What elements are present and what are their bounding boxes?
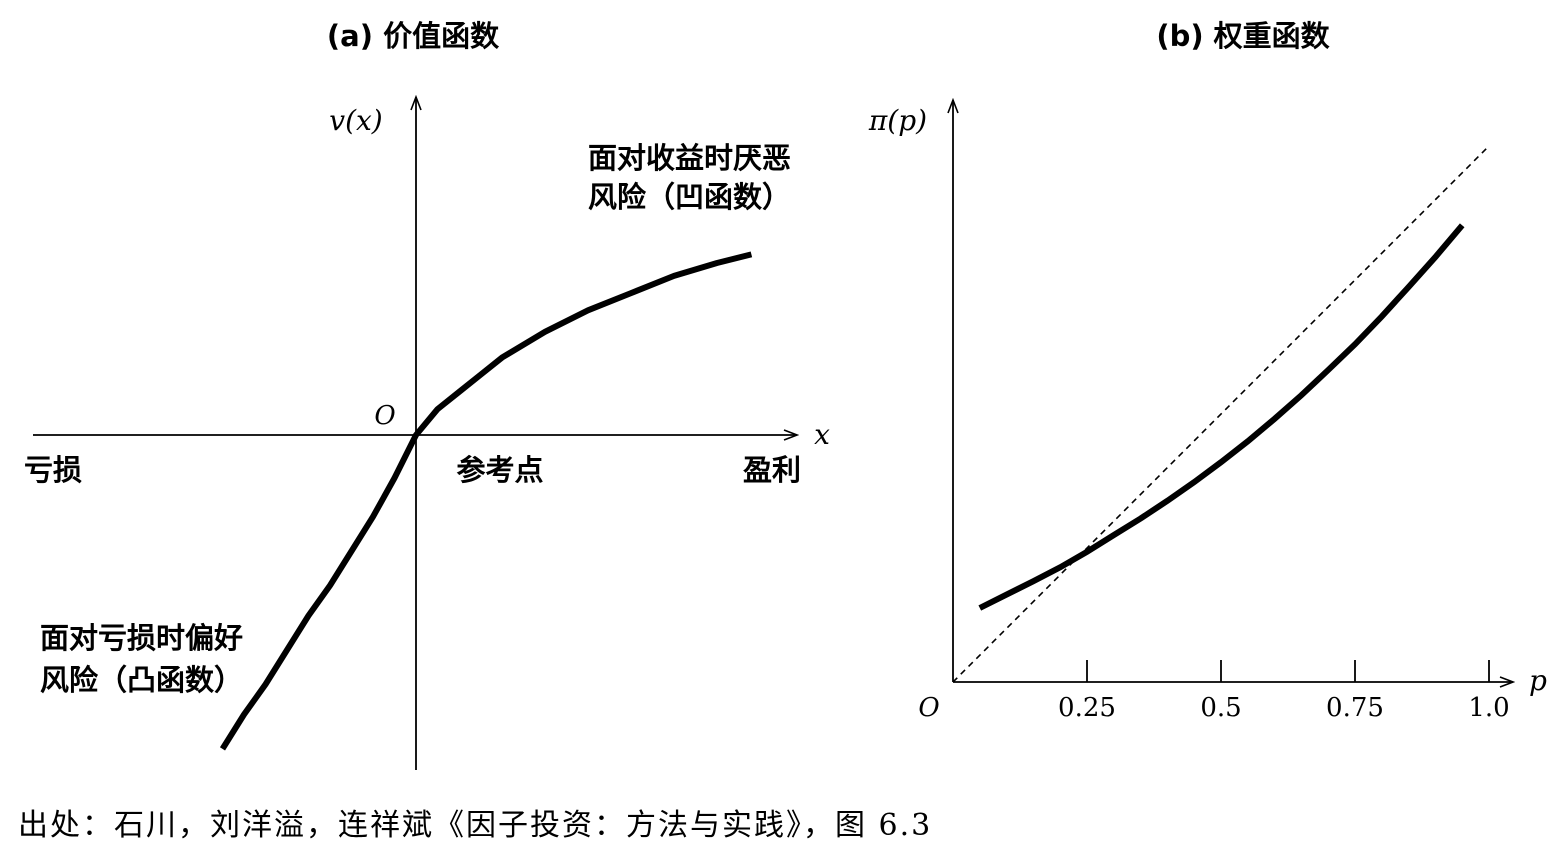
panel-a-y-axis-label: v(x) bbox=[329, 104, 382, 137]
source-caption: 出处：石川，刘洋溢，连祥斌《因子投资：方法与实践》，图 6.3 bbox=[18, 808, 933, 843]
panel-a-series-group bbox=[219, 251, 753, 751]
panel-b-y-axis-label: π(p) bbox=[868, 104, 927, 137]
panel-a-loss-label: 亏损 bbox=[24, 453, 82, 487]
panel-b-weight-curve bbox=[978, 223, 1465, 611]
panel-a-origin-label: O bbox=[374, 401, 395, 431]
panel-b-ticks-group: 0.25 0.5 0.75 1.0 bbox=[1058, 660, 1510, 723]
panel-a-reference-point-label: 参考点 bbox=[456, 453, 543, 487]
panel-b-x-axis-label: p bbox=[1529, 664, 1547, 697]
panel-a-loss-annotation-line1: 面对亏损时偏好 bbox=[40, 621, 243, 655]
panel-a-gain-label: 盈利 bbox=[743, 453, 801, 487]
panel-b-diagonal-reference-line bbox=[952, 145, 1490, 683]
panel-b-x-tick-label: 0.75 bbox=[1326, 693, 1384, 723]
panel-a-x-axis-label: x bbox=[814, 418, 830, 451]
panel-b-weight-function: (b) 权重函数 π(p) p O 0.25 0.5 0.75 1.0 bbox=[868, 19, 1547, 723]
panel-a-loss-annotation-line2: 风险（凸函数） bbox=[40, 663, 243, 697]
panel-b-origin-label: O bbox=[918, 693, 939, 723]
panel-b-x-tick-label: 0.5 bbox=[1200, 693, 1241, 723]
panel-b-title: (b) 权重函数 bbox=[1156, 19, 1330, 53]
panel-b-x-tick-label: 0.25 bbox=[1058, 693, 1116, 723]
panel-a-gain-annotation-line2: 风险（凹函数） bbox=[588, 180, 791, 214]
panel-a-value-curve bbox=[219, 251, 753, 751]
panel-a-title: (a) 价值函数 bbox=[327, 19, 500, 53]
panel-b-series-group bbox=[952, 145, 1490, 683]
panel-a-gain-annotation-line1: 面对收益时厌恶 bbox=[588, 141, 791, 175]
panel-b-x-tick-label: 1.0 bbox=[1468, 693, 1509, 723]
panel-a-value-function: (a) 价值函数 v(x) x O 亏损 参考点 盈利 面对收益时厌恶 风险（凹… bbox=[24, 19, 830, 770]
